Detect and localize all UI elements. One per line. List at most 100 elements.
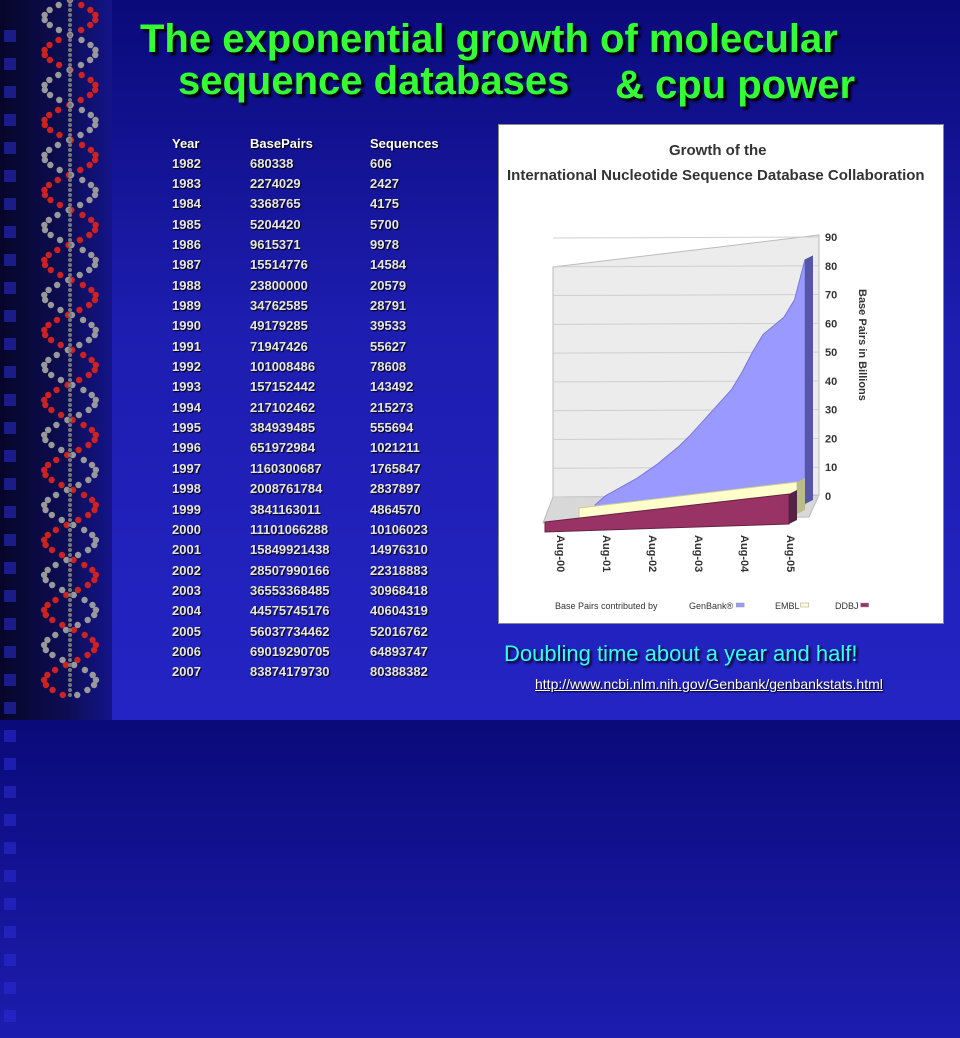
table-row: 1998 2008761784 2837897	[172, 479, 460, 499]
dna-atom	[68, 438, 72, 442]
dna-atom	[68, 313, 72, 317]
dna-atom	[68, 43, 72, 47]
dna-atom	[68, 408, 72, 412]
cell-basepairs: 5204420	[250, 216, 301, 232]
dna-atom	[68, 258, 72, 262]
cell-year: 1991	[172, 338, 201, 354]
dna-atom	[68, 578, 72, 582]
cell-sequences: 9978	[370, 237, 399, 253]
dna-atom	[76, 201, 84, 209]
cell-basepairs: 157152442	[250, 379, 316, 395]
dna-atom	[68, 633, 72, 637]
dna-atom	[42, 401, 49, 409]
dna-atom	[58, 551, 66, 559]
dna-atom	[68, 523, 72, 527]
table-row: 1993 157152442 143492	[172, 377, 460, 397]
dna-atom	[92, 466, 100, 474]
cell-basepairs: 384939485	[250, 420, 316, 436]
dna-atom	[68, 363, 72, 367]
cell-basepairs: 2008761784	[250, 481, 323, 497]
cell-sequences: 22318883	[370, 562, 428, 578]
cell-basepairs: 56037734462	[250, 623, 330, 639]
dna-atom	[55, 36, 62, 44]
ddbj-side	[789, 490, 797, 524]
dna-atom	[91, 261, 99, 269]
dna-atom	[76, 306, 83, 314]
dna-atom	[68, 293, 72, 297]
x-tick-label: Aug-02	[646, 535, 658, 572]
dna-atom	[81, 631, 88, 639]
dna-atom	[68, 303, 72, 307]
dna-atom	[47, 231, 54, 239]
y-gridline	[552, 265, 820, 268]
dna-atom	[90, 646, 98, 654]
dna-atom	[81, 596, 88, 604]
dna-atom	[81, 561, 88, 569]
dna-atom	[68, 288, 72, 292]
dna-atom	[80, 491, 88, 499]
dna-atom	[89, 636, 96, 644]
table-row: 1987 15514776 14584	[172, 255, 460, 275]
dna-atom	[55, 26, 63, 34]
dna-atom	[68, 68, 72, 72]
dna-atom	[69, 486, 77, 494]
dna-atom	[46, 126, 54, 134]
dna-atom	[91, 611, 98, 619]
dna-atom	[47, 301, 55, 309]
dna-atom	[89, 671, 96, 679]
dna-atom	[84, 546, 92, 554]
dna-atom	[86, 91, 94, 99]
cell-basepairs: 15514776	[250, 257, 308, 273]
dna-atom	[41, 186, 48, 194]
cell-sequences: 10106023	[370, 521, 428, 537]
chart-panel: Growth of the International Nucleotide S…	[498, 124, 944, 624]
decorative-squares	[4, 30, 28, 1038]
dna-atom	[46, 76, 53, 84]
table-row: 1986 9615371 9978	[172, 234, 460, 254]
dna-atom	[88, 496, 96, 504]
dna-atom	[44, 461, 52, 469]
dna-atom	[84, 616, 91, 624]
cell-sequences: 64893747	[370, 643, 428, 659]
dna-atom	[44, 601, 51, 609]
dna-atom	[88, 391, 95, 399]
dna-atom	[63, 521, 70, 529]
header-basepairs: BasePairs	[250, 135, 313, 151]
dna-atom	[68, 448, 72, 452]
dna-atom	[55, 71, 62, 79]
dna-atom	[41, 81, 48, 89]
source-link[interactable]: http://www.ncbi.nlm.nih.gov/Genbank/genb…	[535, 676, 883, 692]
cell-sequences: 20579	[370, 277, 407, 293]
cell-year: 1992	[172, 359, 201, 375]
dna-atom	[68, 553, 72, 557]
cell-year: 2002	[172, 562, 201, 578]
dna-atom	[42, 366, 49, 374]
dna-atom	[68, 103, 72, 107]
dna-atom	[42, 436, 49, 444]
dna-atom	[56, 236, 64, 244]
y-gridline	[552, 236, 820, 239]
dna-atom	[68, 33, 72, 37]
dna-atom	[91, 191, 99, 199]
dna-atom	[92, 81, 99, 89]
dna-atom	[90, 681, 98, 689]
cell-year: 1990	[172, 318, 201, 334]
dna-atom	[92, 221, 99, 229]
dna-atom	[86, 126, 94, 134]
dna-atom	[74, 691, 81, 699]
dna-atom	[68, 158, 72, 162]
dna-atom	[85, 371, 92, 379]
legend-label-ddbj: DDBJ	[835, 601, 859, 611]
dna-atom	[68, 83, 72, 87]
dna-atom	[77, 26, 85, 34]
dna-atom	[41, 121, 49, 129]
cell-basepairs: 9615371	[250, 237, 301, 253]
dna-atom	[86, 266, 93, 274]
dna-atom	[88, 461, 96, 469]
dna-atom	[68, 333, 72, 337]
dna-atom	[45, 321, 52, 329]
dna-atom	[58, 516, 65, 524]
dna-atom	[89, 566, 96, 574]
dna-atom	[68, 588, 72, 592]
dna-atom	[68, 78, 72, 82]
